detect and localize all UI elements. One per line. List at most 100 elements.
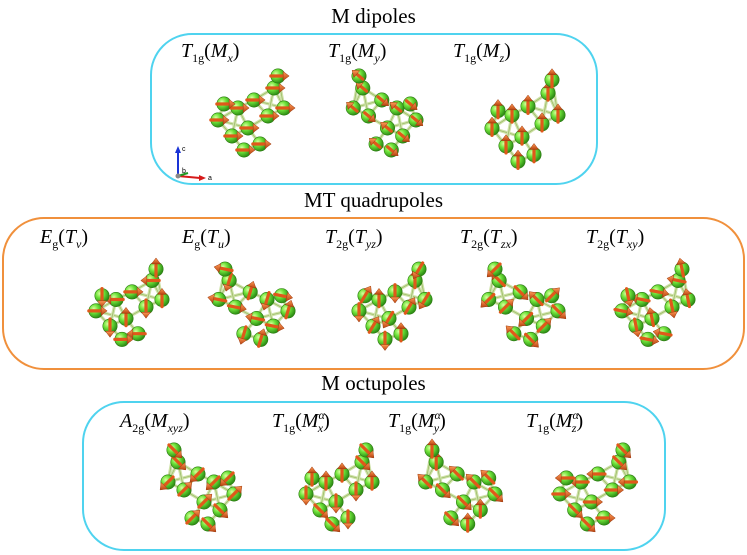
spin-arrow: [355, 455, 371, 471]
arrow-shaft: [498, 302, 511, 314]
spin-arrow: [343, 509, 353, 530]
arrow-shaft: [484, 473, 496, 485]
arrow-head: [380, 122, 389, 131]
arrow-head: [390, 147, 399, 156]
arrow-head: [493, 99, 503, 106]
arrow-shaft: [226, 272, 233, 287]
arrow-shaft: [284, 305, 291, 320]
arrow-head: [236, 131, 244, 141]
spin-arrow: [412, 261, 425, 280]
spin-arrow: [336, 462, 348, 483]
arrow-shaft: [668, 298, 675, 313]
spin-arrow: [449, 465, 464, 481]
spin-arrow: [205, 475, 221, 491]
cluster-quadrupole-5: [613, 257, 696, 347]
arrow-shaft: [624, 287, 631, 302]
arrow-shaft: [484, 292, 496, 305]
arrow-head: [380, 344, 390, 351]
arrow-shaft: [359, 290, 369, 304]
spin-arrow: [185, 509, 201, 525]
arrow-head: [321, 470, 331, 478]
spin-arrow: [513, 149, 523, 170]
cluster-octupole-4: [551, 442, 639, 533]
arrow-head: [389, 102, 399, 111]
spin-arrow: [382, 310, 395, 329]
arrow-head: [465, 473, 475, 483]
arrow-head: [126, 328, 134, 339]
arrow-head: [554, 473, 562, 483]
arrow-shaft: [227, 489, 239, 501]
spin-arrow: [167, 443, 183, 459]
arrow-shaft: [185, 513, 197, 525]
arrow-head: [530, 339, 539, 348]
arrow-shaft: [421, 477, 433, 489]
axis-a-line: [177, 175, 201, 179]
arrow-head: [646, 307, 656, 315]
arrow-shaft: [376, 95, 385, 103]
arrow-head: [449, 465, 458, 475]
spin-arrow: [537, 112, 547, 133]
spin-arrow: [385, 145, 399, 156]
arrow-shaft: [350, 105, 359, 113]
arrow-shaft: [612, 455, 624, 467]
arrow-head: [365, 449, 375, 459]
arrow-head: [574, 509, 583, 519]
arrow-head: [222, 115, 230, 125]
spin-arrow: [545, 287, 560, 303]
cluster-quadrupole-3: [351, 261, 433, 351]
arrow-head: [354, 315, 364, 323]
arrow-shaft: [568, 503, 580, 515]
arrow-head: [505, 325, 514, 334]
arrow-head: [183, 481, 193, 491]
arrow-head: [288, 103, 296, 113]
arrow-shaft: [193, 467, 205, 479]
arrow-head: [520, 291, 529, 301]
axis-b-label: b: [182, 168, 186, 175]
axis-c-label: c: [182, 146, 186, 153]
arrow-shaft: [494, 275, 506, 288]
spin-arrow: [355, 82, 369, 93]
arrow-head: [351, 494, 361, 502]
arrow-head: [151, 257, 161, 265]
arrow-head: [543, 317, 552, 327]
arrow-shaft: [325, 517, 337, 529]
spin-arrow: [346, 102, 359, 113]
spin-arrow: [410, 115, 424, 126]
spin-arrow: [397, 131, 410, 142]
arrow-shaft: [536, 321, 548, 333]
spin-arrow: [480, 292, 496, 308]
spin-arrow: [237, 325, 248, 345]
spin-arrow: [259, 111, 280, 121]
arrow-head: [191, 509, 201, 519]
spin-arrow: [501, 134, 511, 155]
arrow-head: [97, 300, 107, 308]
arrow-head: [159, 481, 169, 491]
arrow-shaft: [397, 131, 406, 139]
spin-arrow: [528, 291, 544, 307]
arrow-head: [450, 517, 460, 527]
arrow-head: [523, 94, 533, 102]
spin-arrow: [524, 332, 539, 348]
arrow-head: [676, 257, 686, 266]
spin-arrow: [105, 317, 115, 338]
spin-arrow: [97, 286, 107, 308]
spin-arrow: [649, 287, 670, 298]
spin-arrow: [321, 470, 331, 491]
arrow-shaft: [177, 485, 189, 497]
spin-arrow: [487, 116, 497, 137]
arrow-head: [248, 145, 256, 155]
spin-arrow: [517, 125, 527, 146]
spin-arrow: [666, 274, 687, 285]
spin-arrow: [157, 287, 167, 309]
quadrupoles-title: MT quadrupoles: [303, 188, 443, 212]
arrow-head: [100, 305, 108, 316]
spin-arrow: [126, 328, 147, 339]
spin-arrow: [568, 503, 583, 519]
arrow-head: [668, 310, 678, 319]
arrow-head: [587, 523, 596, 533]
arrow-shaft: [359, 85, 369, 93]
arrow-shaft: [532, 294, 544, 307]
spin-arrow: [475, 498, 486, 519]
arrow-shaft: [273, 292, 288, 299]
quadrupole-label-4: T2g(Tzx): [460, 226, 518, 251]
